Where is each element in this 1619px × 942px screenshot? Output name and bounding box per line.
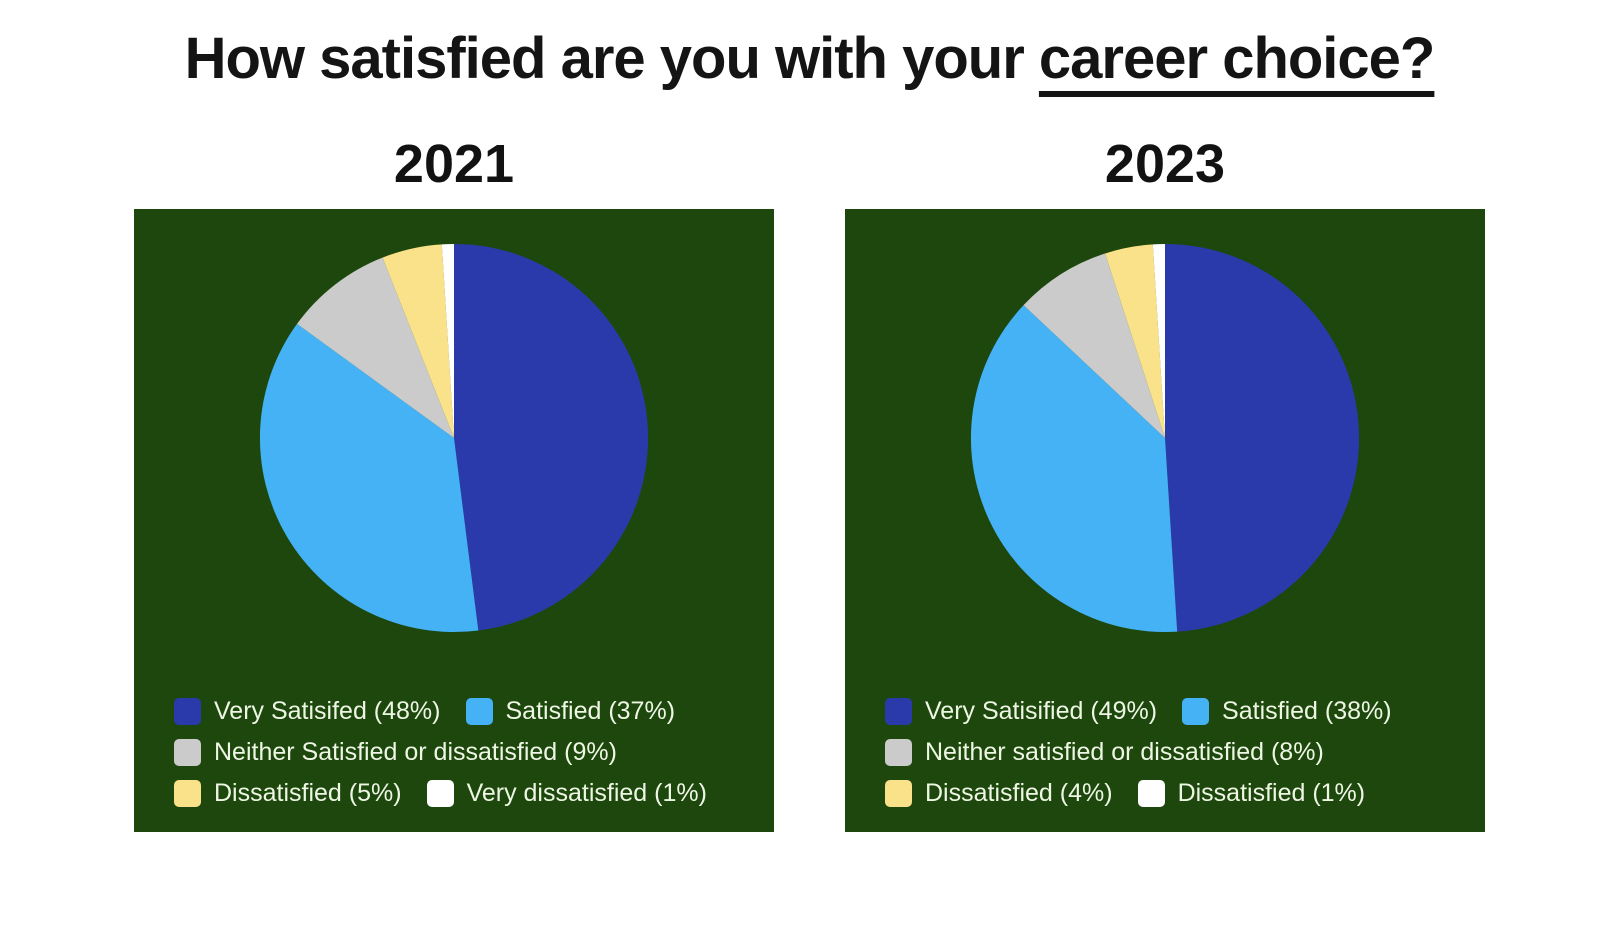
page-title-text: How satisfied are you with your xyxy=(184,26,1039,91)
legend-swatch xyxy=(1137,779,1165,807)
legend-item: Very Satisifed (48%) xyxy=(174,697,441,726)
legend-swatch xyxy=(885,779,912,807)
chart-title-2021: 2021 xyxy=(393,133,515,194)
legend-row: Dissatisfied (5%) Very dissatisfied (1%) xyxy=(174,779,764,808)
chart-panel-2023: Very Satisified (49%) Satisfied (38%) Neit… xyxy=(845,208,1485,832)
legend-swatch xyxy=(885,738,912,766)
legend-label: Very dissatisfied (1%) xyxy=(466,778,707,807)
legend-swatch xyxy=(426,779,454,807)
page-title-underlined-text: career choice? xyxy=(1038,26,1435,91)
legend-swatch xyxy=(465,697,493,725)
legend-row: Dissatisfied (4%) Dissatisfied (1%) xyxy=(885,779,1475,808)
legend-label: Satisfied (37%) xyxy=(505,696,676,725)
legend-label: Very Satisifed (48%) xyxy=(214,696,441,725)
legend-item: Satisfied (37%) xyxy=(465,696,676,726)
legend-item: Neither satisfied or dissatisfied (8%) xyxy=(885,738,1324,767)
pie-svg xyxy=(259,243,649,632)
pie-slice xyxy=(454,243,649,631)
pie-slice xyxy=(259,323,479,632)
chart-2021: 2021 Very Satisifed (48%) Satisfied (37%)… xyxy=(134,133,774,832)
legend-label: Dissatisfied (5%) xyxy=(214,778,402,807)
legend-swatch xyxy=(174,779,201,807)
pie-slice xyxy=(1023,253,1165,438)
legend-item: Dissatisfied (1%) xyxy=(1137,778,1366,808)
chart-2023: 2023 Very Satisified (49%) Satisfied (38%… xyxy=(845,133,1485,832)
legend-item: Neither Satisfied or dissatisfied (9%) xyxy=(174,738,617,767)
legend-item: Dissatisfied (5%) xyxy=(174,779,402,808)
pie-slice xyxy=(441,243,454,438)
legend-item: Dissatisfied (4%) xyxy=(885,779,1113,808)
pie-slice xyxy=(1105,244,1165,438)
legend-item: Very Satisified (49%) xyxy=(885,697,1157,726)
legend-2023: Very Satisified (49%) Satisfied (38%) Neit… xyxy=(845,697,1485,832)
pie-slice xyxy=(970,304,1178,632)
legend-label: Dissatisfied (4%) xyxy=(925,778,1113,807)
legend-row: Neither satisfied or dissatisfied (8%) xyxy=(885,738,1475,767)
legend-swatch xyxy=(174,738,201,766)
pie-slice xyxy=(1152,243,1165,438)
legend-label: Very Satisified (49%) xyxy=(925,696,1158,725)
pie-svg xyxy=(970,243,1360,632)
legend-item: Satisfied (38%) xyxy=(1182,697,1392,726)
legend-item: Very dissatisfied (1%) xyxy=(426,778,707,808)
chart-title-2023: 2023 xyxy=(1104,133,1226,194)
legend-label: Neither satisfied or dissatisfied (8%) xyxy=(925,737,1324,766)
legend-swatch xyxy=(174,697,201,725)
legend-2021: Very Satisifed (48%) Satisfied (37%) Neith… xyxy=(134,697,774,832)
pie-slice xyxy=(1165,243,1360,632)
legend-row: Neither Satisfied or dissatisfied (9%) xyxy=(174,738,764,767)
chart-panel-2021: Very Satisifed (48%) Satisfied (37%) Neith… xyxy=(134,208,774,832)
pie-slice xyxy=(297,257,454,438)
pie-chart-2021 xyxy=(258,242,650,634)
legend-label: Dissatisfied (1%) xyxy=(1177,778,1366,807)
legend-row: Very Satisified (49%) Satisfied (38%) xyxy=(885,697,1475,726)
charts-row: 2021 Very Satisifed (48%) Satisfied (37%)… xyxy=(0,133,1619,832)
pie-chart-2023 xyxy=(969,242,1361,634)
pie-slice xyxy=(382,244,454,438)
legend-label: Satisfied (38%) xyxy=(1222,696,1392,725)
legend-label: Neither Satisfied or dissatisfied (9%) xyxy=(214,737,617,766)
page-title: How satisfied are you with your career c… xyxy=(110,24,1510,95)
legend-swatch xyxy=(885,697,912,725)
legend-swatch xyxy=(1182,697,1210,725)
legend-row: Very Satisifed (48%) Satisfied (37%) xyxy=(174,697,764,726)
